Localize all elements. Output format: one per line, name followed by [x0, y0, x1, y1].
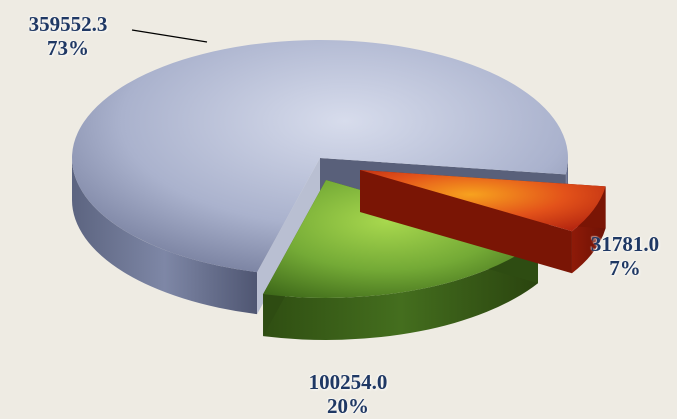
- data-label-value: 100254.0: [308, 370, 388, 394]
- pie-slice-1: [71, 40, 568, 273]
- slice-side-1-0: [72, 158, 258, 315]
- slice-wall-1-0: [257, 158, 320, 315]
- data-label-percent: 7%: [609, 256, 641, 280]
- data-label-percent: 20%: [327, 394, 369, 418]
- slice-side-3-0: [263, 241, 538, 340]
- data-label-slice-1: 359552.3 73%: [8, 12, 128, 60]
- data-label-value: 31781.0: [590, 232, 660, 256]
- data-label-slice-2: 31781.0 7%: [572, 232, 677, 280]
- pie-slice-2: [360, 170, 606, 232]
- data-label-percent: 73%: [47, 36, 89, 60]
- slice-wall-2-1: [360, 170, 572, 274]
- leader-line: [131, 29, 208, 43]
- data-label-slice-3: 100254.0 20%: [288, 370, 408, 418]
- pie-slice-3: [263, 180, 538, 299]
- data-label-value: 359552.3: [28, 12, 108, 36]
